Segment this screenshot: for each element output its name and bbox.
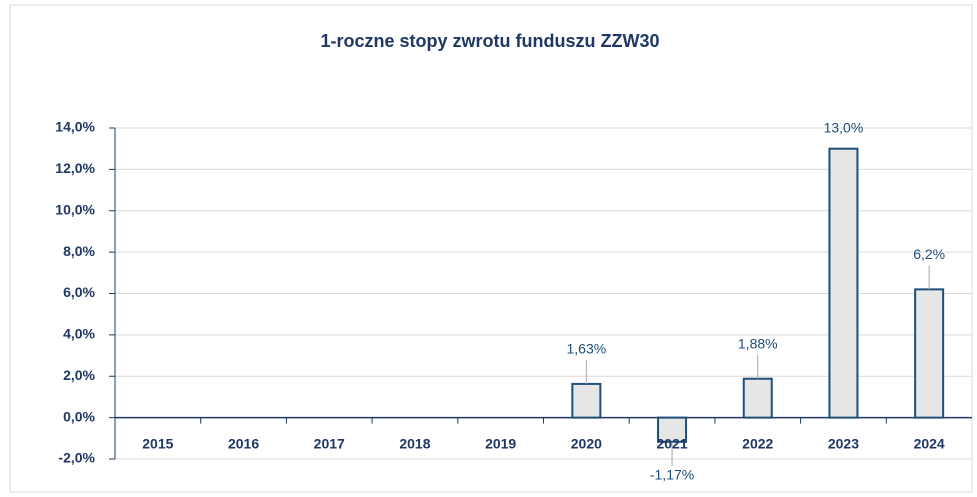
y-tick-label: 12,0%	[55, 160, 95, 176]
data-label: 13,0%	[824, 119, 864, 135]
y-tick-label: 8,0%	[63, 243, 95, 259]
x-tick-label: 2018	[399, 435, 430, 451]
x-tick-label: 2015	[142, 435, 173, 451]
y-tick-label: 4,0%	[63, 326, 95, 342]
y-tick-label: -2,0%	[58, 450, 95, 466]
bar	[828, 147, 859, 419]
chart-title: 1-roczne stopy zwrotu funduszu ZZW30	[320, 31, 659, 51]
bar	[571, 382, 602, 419]
data-label: -1,17%	[650, 467, 694, 483]
x-tick-label: 2022	[742, 435, 773, 451]
chart-border	[9, 4, 973, 493]
x-tick-label: 2021	[656, 435, 687, 451]
x-tick-label: 2019	[485, 435, 516, 451]
bar	[914, 288, 945, 419]
x-tick-label: 2016	[228, 435, 259, 451]
y-tick-label: 2,0%	[63, 367, 95, 383]
x-tick-label: 2023	[828, 435, 859, 451]
data-label: 1,88%	[738, 335, 778, 351]
y-tick-label: 14,0%	[55, 119, 95, 135]
data-label: 6,2%	[913, 246, 945, 262]
y-tick-label: 10,0%	[55, 201, 95, 217]
y-tick-label: 6,0%	[63, 284, 95, 300]
bar	[742, 377, 773, 419]
data-label: 1,63%	[566, 341, 606, 357]
x-tick-label: 2024	[914, 435, 945, 451]
x-tick-label: 2017	[314, 435, 345, 451]
y-tick-label: 0,0%	[63, 408, 95, 424]
x-tick-label: 2020	[571, 435, 602, 451]
